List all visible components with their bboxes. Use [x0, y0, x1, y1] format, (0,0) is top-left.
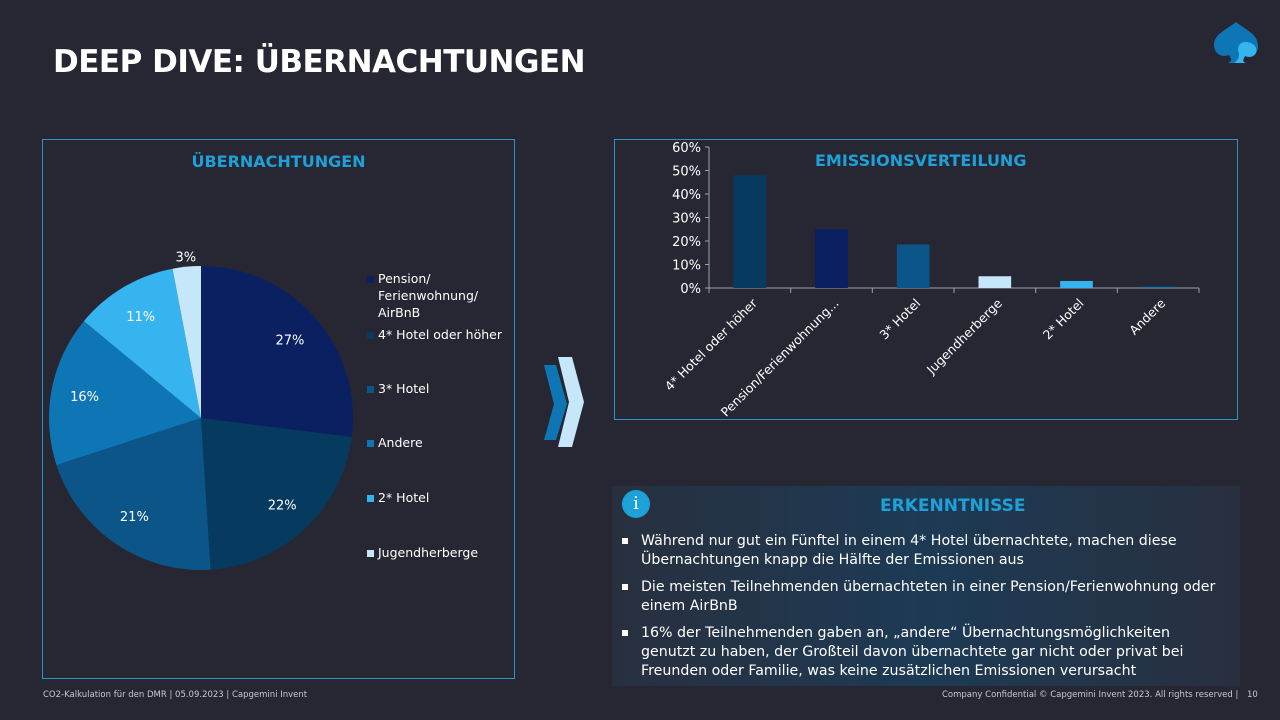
legend-item: Andere [367, 434, 423, 451]
insight-text: Die meisten Teilnehmenden übernachteten … [641, 579, 1216, 614]
bar [896, 244, 930, 288]
slide-title: DEEP DIVE: ÜBERNACHTUNGEN [53, 44, 586, 80]
y-tick-label: 30% [672, 212, 701, 227]
bar-chart-panel: EMISSIONSVERTEILUNG [614, 139, 1238, 420]
y-tick-label: 20% [672, 235, 701, 250]
pie-chart: 27% 22% 21% 16% 11% 3% [49, 251, 353, 570]
bar [1141, 286, 1175, 288]
spade-logo-icon [1214, 22, 1258, 63]
pie-data-label: 21% [120, 510, 149, 525]
insight-item: 16% der Teilnehmenden gaben an, „andere“… [622, 624, 1222, 681]
legend-swatch [367, 495, 374, 502]
pie-slice [172, 266, 201, 418]
y-tick-label: 0% [680, 282, 701, 297]
page-number: 10 [1247, 690, 1258, 700]
y-tick-label: 50% [672, 165, 701, 180]
legend-label: 3* Hotel [378, 381, 430, 396]
insight-item: Die meisten Teilnehmenden übernachteten … [622, 578, 1222, 616]
y-tick-label: 10% [672, 259, 701, 274]
legend-item: 4* Hotel oder höher [367, 326, 502, 343]
bar [733, 175, 767, 288]
legend-item: 2* Hotel [367, 489, 429, 506]
legend-label: Jugendherberge [378, 545, 479, 560]
pie-data-label: 27% [275, 334, 304, 349]
legend-label: 4* Hotel oder höher [378, 327, 502, 342]
legend-item: Jugendherberge [367, 544, 478, 561]
footer-copyright: Company Confidential © Capgemini Invent … [942, 690, 1239, 700]
chevron-right-icon [544, 357, 584, 447]
bar-chart-title: EMISSIONSVERTEILUNG [815, 151, 1027, 170]
x-tick-label: 4* Hotel oder höher [662, 295, 761, 394]
pie-slice [201, 418, 352, 570]
legend-swatch [367, 386, 374, 393]
pie-data-label: 16% [70, 390, 99, 405]
pie-chart-panel: ÜBERNACHTUNGEN [42, 139, 515, 679]
legend-swatch [367, 550, 374, 557]
bullet-icon [622, 630, 628, 636]
bullet-icon [622, 584, 628, 590]
x-tick-label: 3* Hotel [876, 296, 923, 343]
y-tick-label: 60% [672, 141, 701, 156]
insights-title: ERKENNTNISSE [880, 496, 1026, 516]
x-tick-label: Andere [1126, 295, 1168, 337]
pie-slice [201, 266, 353, 438]
bar [1060, 280, 1093, 288]
legend-label: 2* Hotel [378, 490, 430, 505]
pie-data-label: 3% [175, 251, 196, 266]
insights-box [612, 486, 1240, 686]
bar [978, 276, 1012, 288]
x-tick-label: Jugendherberge [923, 295, 1005, 377]
legend-label: Andere [378, 435, 423, 450]
insight-text: Während nur gut ein Fünftel in einem 4* … [641, 533, 1177, 568]
legend-swatch [367, 276, 374, 283]
legend-label: Pension/Ferienwohnung/AirBnB [378, 271, 479, 320]
info-icon: i [622, 490, 650, 518]
bullet-icon [622, 538, 628, 544]
pie-slice [49, 321, 201, 465]
insight-text: 16% der Teilnehmenden gaben an, „andere“… [641, 625, 1184, 679]
pie-slice [56, 418, 211, 570]
y-tick-label: 40% [672, 188, 701, 203]
footer-info: CO2-Kalkulation für den DMR | 05.09.2023… [43, 690, 308, 700]
legend-item: 3* Hotel [367, 380, 429, 397]
bar-chart: 0%10%20%30%40%50%60%4* Hotel oder höherP… [662, 141, 1200, 419]
pie-chart-title: ÜBERNACHTUNGEN [191, 152, 366, 171]
pie-slice [83, 268, 201, 418]
legend-swatch [367, 332, 374, 339]
pie-data-label: 11% [126, 310, 155, 325]
insight-item: Während nur gut ein Fünftel in einem 4* … [622, 532, 1222, 570]
insights-list: Während nur gut ein Fünftel in einem 4* … [622, 532, 1222, 689]
legend-swatch [367, 440, 374, 447]
bar [815, 229, 848, 288]
pie-data-label: 22% [268, 498, 297, 513]
x-tick-label: 2* Hotel [1040, 296, 1087, 343]
legend-item: Pension/Ferienwohnung/AirBnB [367, 270, 478, 321]
